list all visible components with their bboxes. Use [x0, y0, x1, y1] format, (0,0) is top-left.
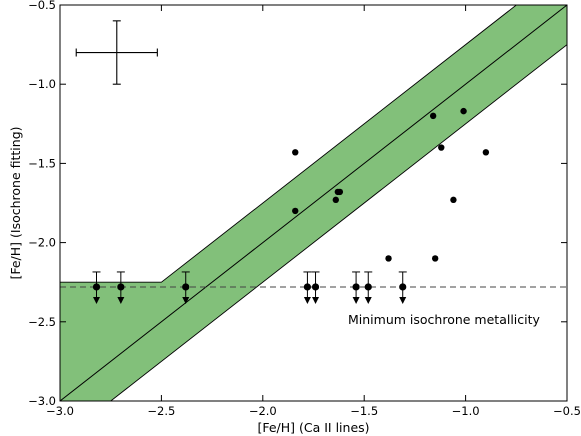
upper-limit-arrow [117, 296, 125, 304]
y-tick-label: −3.0 [28, 394, 56, 408]
data-point [460, 107, 467, 115]
upper-limit-point [92, 271, 101, 304]
data-point [292, 207, 299, 215]
data-point [482, 149, 490, 156]
axes: −3.0 −2.5 −2.0 −1.5 −1.0 −0.5 −3.0 −2.5 −2.0 −1.5… [28, 0, 581, 418]
upper-limit-arrow [399, 296, 407, 304]
upper-limit-point [398, 271, 407, 304]
data-point [292, 149, 299, 156]
x-tick-label: −2.5 [147, 404, 175, 418]
upper-limit-marker [303, 283, 312, 291]
data-point [438, 144, 445, 151]
min-isochrone-label: Minimum isochrone metallicity [348, 312, 541, 327]
upper-limit-marker [352, 283, 360, 291]
y-tick-label: −0.5 [28, 0, 56, 12]
y-axis-label: [Fe/H] (Isochrone fitting) [8, 126, 23, 279]
one-to-one-line [60, 5, 567, 401]
upper-limit-point [303, 271, 312, 304]
upper-limit-point [311, 271, 320, 304]
upper-limit-marker [117, 283, 125, 291]
upper-limit-arrow [182, 296, 190, 304]
data-point [332, 196, 340, 204]
plot-area [60, 5, 567, 401]
upper-limit-marker [92, 283, 101, 291]
y-tick-label: −1.0 [28, 77, 56, 91]
band-lower-edge [109, 44, 567, 401]
data-point [336, 188, 344, 196]
data-point [429, 112, 437, 120]
data-point [385, 255, 392, 262]
x-tick-label: −2.0 [249, 404, 277, 418]
y-tick-label: −2.0 [28, 236, 56, 250]
y-tick-label: −1.5 [28, 156, 56, 170]
upper-limit-marker [364, 283, 372, 291]
upper-limit-arrow [93, 296, 101, 304]
x-axis-label: [Fe/H] (Ca II lines) [257, 420, 369, 435]
upper-limit-point [364, 271, 373, 304]
x-tick-label: −1.0 [452, 404, 480, 418]
upper-limit-point [352, 271, 361, 304]
uncertainty-band [60, 5, 567, 401]
upper-limit-arrow [352, 296, 360, 304]
upper-limit-arrow [303, 296, 311, 304]
typical-error-bar [75, 20, 158, 85]
upper-limit-arrow [364, 296, 372, 304]
upper-limit-arrow [312, 296, 320, 304]
upper-limit-marker [399, 283, 407, 291]
data-point [431, 255, 439, 262]
upper-limit-marker [311, 283, 320, 291]
band-upper-edge [60, 5, 518, 283]
upper-limit-point [181, 271, 190, 304]
x-tick-label: −3.0 [46, 404, 74, 418]
y-tick-label: −2.5 [28, 315, 56, 329]
plot-frame [59, 4, 568, 402]
x-tick-label: −0.5 [553, 404, 581, 418]
x-tick-label: −1.5 [350, 404, 378, 418]
upper-limit-point [116, 271, 125, 304]
upper-limit-marker [182, 283, 190, 291]
data-point [450, 196, 457, 204]
